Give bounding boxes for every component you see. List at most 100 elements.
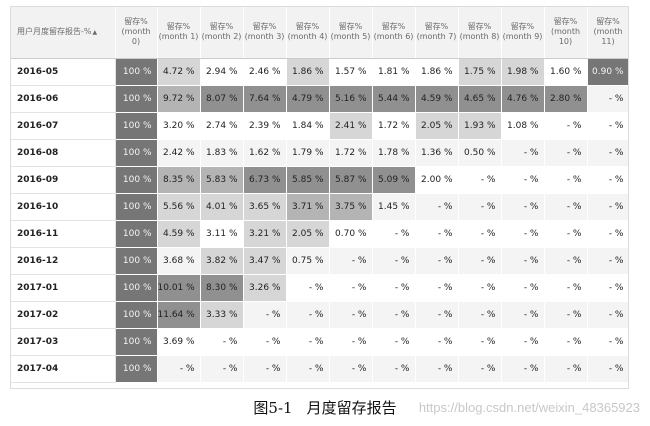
cohort-label: 2016-05	[11, 58, 116, 86]
retention-cell: 1.84 %	[286, 112, 330, 140]
column-subtitle: (month 3)	[244, 32, 285, 42]
retention-cell: - %	[587, 355, 628, 383]
column-subtitle: (month 5)	[330, 32, 371, 42]
retention-cell: 1.60 %	[544, 58, 588, 86]
retention-cell: - %	[544, 301, 588, 329]
month-column-header[interactable]: 留存% (month 6)	[372, 7, 416, 59]
month-column-header[interactable]: 留存% (month 1)	[157, 7, 201, 59]
month-column-header[interactable]: 留存% (month 2)	[200, 7, 244, 59]
retention-cell: 10.01 %	[157, 274, 201, 302]
month-column-header[interactable]: 留存% (month 7)	[415, 7, 459, 59]
retention-cell: - %	[243, 328, 287, 356]
retention-cell: 3.75 %	[329, 193, 373, 221]
retention-cell: 5.85 %	[286, 166, 330, 194]
retention-cell: 1.86 %	[415, 58, 459, 86]
retention-cell: 3.69 %	[157, 328, 201, 356]
column-title: 留存%	[553, 17, 578, 27]
retention-cell: - %	[587, 274, 628, 302]
retention-cell: - %	[286, 328, 330, 356]
retention-cell: 1.98 %	[501, 58, 545, 86]
retention-cell: - %	[415, 220, 459, 248]
retention-cell: - %	[501, 166, 545, 194]
sort-ascending-icon[interactable]: ▲	[92, 28, 98, 36]
retention-cell: 2.80 %	[544, 85, 588, 113]
retention-cell: 7.64 %	[243, 85, 287, 113]
header-row: 用户月度留存报告-%▲ 留存% (month 0) 留存% (month 1) 留存%(…	[11, 7, 628, 59]
retention-cell: - %	[458, 166, 502, 194]
retention-cell: 100 %	[115, 301, 158, 329]
retention-cell: - %	[372, 247, 416, 275]
retention-cell: 3.11 %	[200, 220, 244, 248]
month-column-header[interactable]: 留存% (month 10)	[544, 7, 588, 59]
retention-cell: 8.07 %	[200, 85, 244, 113]
retention-cell: 3.65 %	[243, 193, 287, 221]
retention-cell: 5.87 %	[329, 166, 373, 194]
retention-cell: 4.72 %	[157, 58, 201, 86]
cohort-column-header[interactable]: 用户月度留存报告-%▲	[11, 7, 116, 59]
month-column-header[interactable]: 留存% (month 0)	[115, 7, 158, 59]
retention-cell: - %	[501, 301, 545, 329]
retention-cell: - %	[415, 328, 459, 356]
retention-cell: - %	[286, 274, 330, 302]
table-row: 2016-07 100 % 3.20 % 2.74 % 2.39 % 1.84 % 2.41…	[11, 112, 628, 140]
retention-cell: 0.75 %	[286, 247, 330, 275]
retention-cell: 5.83 %	[200, 166, 244, 194]
retention-cell: - %	[501, 274, 545, 302]
table-row: 2016-05 100 % 4.72 % 2.94 % 2.46 % 1.86 % 1.57…	[11, 58, 628, 86]
column-subtitle: (month 2)	[201, 32, 242, 42]
retention-cell: - %	[329, 328, 373, 356]
retention-cell: 5.44 %	[372, 85, 416, 113]
column-title: 留存%	[166, 22, 191, 32]
retention-cell: 4.65 %	[458, 85, 502, 113]
retention-cell: - %	[243, 301, 287, 329]
retention-cell: - %	[587, 139, 628, 167]
column-title: 留存%	[295, 22, 320, 32]
retention-cell: - %	[544, 355, 588, 383]
retention-cell: 8.30 %	[200, 274, 244, 302]
retention-cell: 100 %	[115, 85, 158, 113]
column-subtitle: (month 10)	[550, 27, 581, 47]
column-subtitle: (month 0)	[121, 27, 151, 47]
retention-cell: 1.79 %	[286, 139, 330, 167]
retention-cell: 3.82 %	[200, 247, 244, 275]
month-column-header[interactable]: 留存% (month 9)	[501, 7, 545, 59]
month-column-header[interactable]: 留存% (month 11)	[587, 7, 628, 59]
figure-number: 图5-1	[253, 399, 293, 417]
column-title: 留存%	[510, 22, 535, 32]
retention-cell: 8.35 %	[157, 166, 201, 194]
retention-cell: - %	[286, 301, 330, 329]
retention-cell: 1.78 %	[372, 139, 416, 167]
table-row: 2017-03 100 % 3.69 % - % - % - % - % - % - % - % -…	[11, 328, 628, 356]
retention-cell: 2.39 %	[243, 112, 287, 140]
retention-cell: 4.79 %	[286, 85, 330, 113]
column-title: 留存%	[424, 22, 449, 32]
retention-cell: - %	[415, 301, 459, 329]
retention-cell: 9.72 %	[157, 85, 201, 113]
table-row: 2016-09 100 % 8.35 % 5.83 % 6.73 % 5.85 % 5.87…	[11, 166, 628, 194]
month-column-header[interactable]: 留存% (month 4)	[286, 7, 330, 59]
retention-table-frame: 用户月度留存报告-%▲ 留存% (month 0) 留存% (month 1) 留存%(…	[10, 6, 629, 389]
month-column-header[interactable]: 留存% (month 3)	[243, 7, 287, 59]
retention-cell: - %	[587, 220, 628, 248]
retention-cell: - %	[501, 355, 545, 383]
month-column-header[interactable]: 留存% (month 8)	[458, 7, 502, 59]
retention-cell: 3.20 %	[157, 112, 201, 140]
retention-cell: 3.26 %	[243, 274, 287, 302]
retention-cell: - %	[458, 220, 502, 248]
retention-cell: 100 %	[115, 58, 158, 86]
retention-cell: 4.59 %	[415, 85, 459, 113]
cohort-column-title: 用户月度留存报告-%	[17, 26, 92, 36]
retention-cell: - %	[587, 193, 628, 221]
retention-cell: - %	[372, 355, 416, 383]
cohort-label: 2016-08	[11, 139, 116, 167]
cohort-label: 2016-10	[11, 193, 116, 221]
retention-cell: 2.00 %	[415, 166, 459, 194]
month-column-header[interactable]: 留存% (month 5)	[329, 7, 373, 59]
cohort-label: 2017-01	[11, 274, 116, 302]
retention-cell: 100 %	[115, 328, 158, 356]
retention-cell: 6.73 %	[243, 166, 287, 194]
retention-cell: 1.72 %	[372, 112, 416, 140]
column-title: 留存%	[467, 22, 492, 32]
retention-cell: - %	[544, 328, 588, 356]
retention-cell: - %	[157, 355, 201, 383]
